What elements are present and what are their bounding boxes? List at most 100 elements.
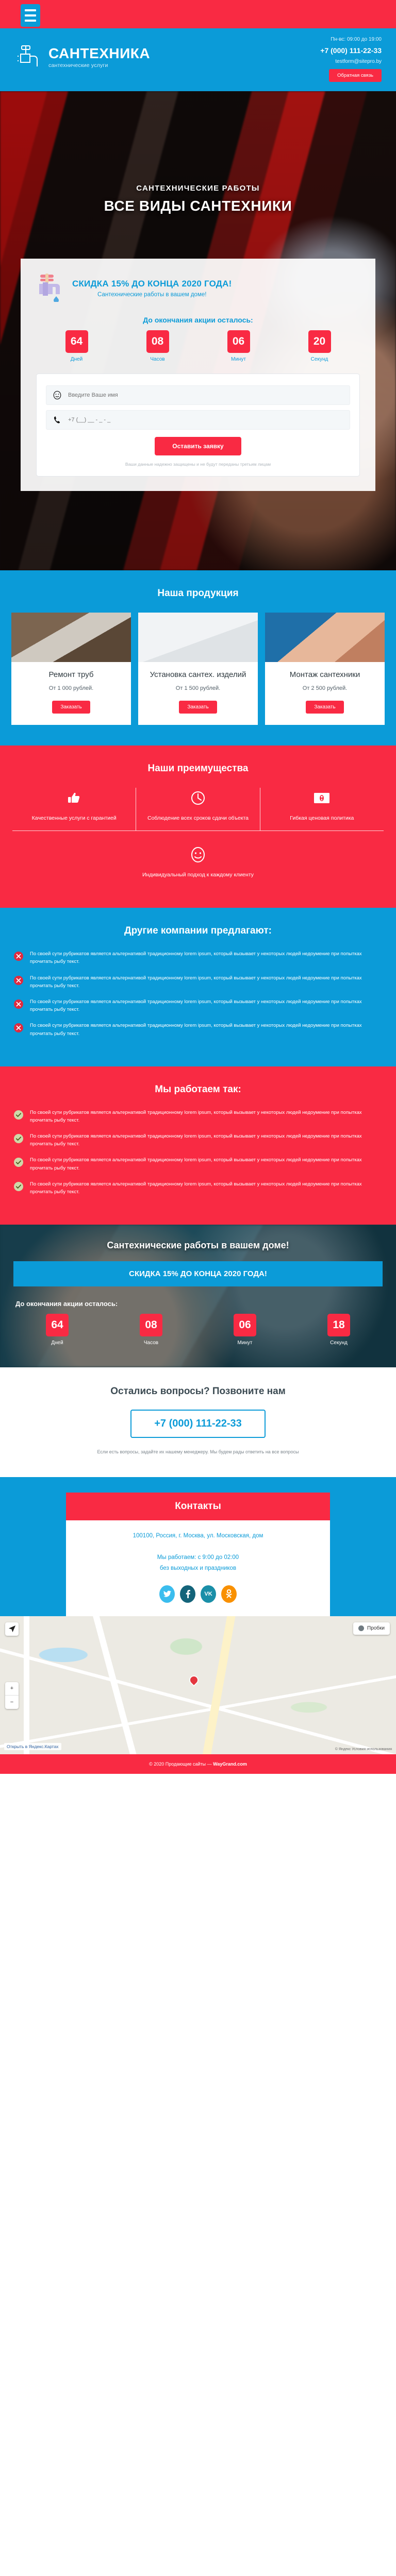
list-item: По своей сути рубрикатов является альтер… (13, 1022, 383, 1037)
check-circle-icon (13, 1110, 24, 1120)
product-name: Монтаж сантехники (289, 670, 360, 679)
twitter-icon[interactable] (159, 1585, 175, 1603)
list-item: По своей сути рубрикатов является альтер… (13, 1180, 383, 1196)
hamburger-menu-icon[interactable] (21, 4, 40, 27)
list-item-text: По своей сути рубрикатов является альтер… (30, 1023, 362, 1037)
hero-title: ВСЕ ВИДЫ САНТЕХНИКИ (104, 198, 292, 214)
contacts-card: Контакты 100100, Россия, г. Москва, ул. … (66, 1493, 330, 1616)
other-companies-section: Другие компании предлагают: По своей сут… (0, 908, 396, 1066)
map-widget[interactable]: Пробки + − Открыть в Яндекс.Картах © Янд… (0, 1616, 396, 1754)
countdown-label: Секунд (330, 1340, 348, 1346)
list-item-text: По своей сути рубрикатов является альтер… (30, 998, 362, 1013)
cta-banner-section: Сантехнические работы в вашем доме! СКИД… (0, 1225, 396, 1368)
list-item: По своей сути рубрикатов является альтер… (13, 998, 383, 1013)
countdown-value: 64 (65, 330, 88, 353)
list-item-text: По своей сути рубрикатов является альтер… (30, 951, 362, 965)
working-hours: Пн-вс: 09:00 до 19:00 (331, 37, 382, 42)
header-email[interactable]: testform@sitepro.by (335, 59, 382, 64)
countdown-cell: 20 Секунд (279, 330, 360, 362)
list-item: По своей сути рубрикатов является альтер… (13, 974, 383, 990)
footer-brand-link[interactable]: WayGrand.com (213, 1761, 247, 1767)
product-name: Ремонт труб (48, 670, 94, 679)
cross-circle-icon (13, 999, 24, 1009)
callback-button[interactable]: Обратная связь (329, 69, 382, 82)
header-phone[interactable]: +7 (000) 111-22-33 (320, 46, 382, 55)
burger-line (25, 20, 36, 22)
smiley-icon (53, 391, 62, 400)
countdown-cell: 64 Дней (36, 330, 117, 362)
phone-field-row[interactable] (46, 410, 350, 430)
order-button[interactable]: Заказать (179, 700, 217, 714)
vk-icon[interactable]: VK (201, 1585, 216, 1603)
how-we-work-section: Мы работаем так: По своей сути рубрикато… (0, 1066, 396, 1225)
promo-subtitle: Сантехнические работы в вашем доме! (97, 292, 207, 298)
brand-logo[interactable]: САНТЕХНИКА сантехнические услуги (14, 44, 150, 71)
site-footer: © 2020 Продающие сайты — WayGrand.com (0, 1754, 396, 1774)
brand-title: САНТЕХНИКА (48, 45, 151, 61)
advantage-item: Качественные услуги с гарантией (12, 788, 136, 831)
contacts-address: 100100, Россия, г. Москва, ул. Московска… (133, 1533, 263, 1539)
advantages-section: Наши преимущества Качественные услуги с … (0, 745, 396, 908)
countdown-value: 08 (140, 1314, 162, 1337)
countdown-cell: 06 Минут (198, 1314, 292, 1346)
traffic-button[interactable]: Пробки (353, 1622, 390, 1635)
product-image (11, 613, 131, 662)
product-price: От 1 500 рублей. (175, 685, 221, 691)
cta-title: Сантехнические работы в вашем доме! (107, 1240, 289, 1251)
thumbs-up-icon (18, 788, 130, 808)
map-tiles (0, 1616, 396, 1754)
countdown-label: Часов (150, 357, 165, 362)
countdown-label: Часов (143, 1340, 159, 1346)
cta-timer-label: До окончания акции осталось: (15, 1300, 118, 1308)
traffic-label: Пробки (367, 1625, 385, 1632)
site-header: САНТЕХНИКА сантехнические услуги Пн-вс: … (0, 28, 396, 91)
list-item: По своей сути рубрикатов является альтер… (13, 1132, 383, 1148)
product-card[interactable]: Установка сантех. изделий От 1 500 рубле… (138, 613, 258, 725)
traffic-dot-icon (358, 1625, 364, 1632)
contacts-hours-line2: без выходных и праздников (159, 1565, 237, 1571)
map-zoom-controls[interactable]: + − (5, 1682, 19, 1709)
phone-number-button[interactable]: +7 (000) 111-22-33 (130, 1410, 266, 1438)
odnoklassniki-icon[interactable] (221, 1585, 237, 1603)
zoom-in-button[interactable]: + (5, 1682, 19, 1696)
name-input[interactable] (68, 392, 343, 398)
advantage-text: Индивидуальный подход к каждому клиенту (142, 871, 254, 878)
footer-copyright: © 2020 Продающие сайты — (149, 1761, 212, 1767)
countdown-cell: 06 Минут (198, 330, 279, 362)
advantages-title: Наши преимущества (147, 762, 249, 774)
phone-callout-note: Если есть вопросы, задайте их нашему мен… (97, 1449, 299, 1455)
list-item: По своей сути рубрикатов является альтер… (13, 1109, 383, 1124)
advantage-text: Соблюдение всех сроков сдачи объекта (147, 815, 249, 821)
product-card[interactable]: Монтаж сантехники От 2 500 рублей. Заказ… (265, 613, 385, 725)
name-field-row[interactable] (46, 385, 350, 405)
promo-title: СКИДКА 15% ДО КОНЦА 2020 ГОДА! (72, 279, 232, 289)
facebook-icon[interactable] (180, 1585, 195, 1603)
submit-request-button[interactable]: Оставить заявку (155, 437, 241, 455)
countdown-cell: 64 Дней (10, 1314, 104, 1346)
other-companies-title: Другие компании предлагают: (124, 925, 272, 937)
phone-icon (53, 415, 62, 425)
phone-input[interactable] (68, 417, 343, 423)
how-we-work-title: Мы работаем так: (155, 1083, 241, 1095)
countdown-cell: 08 Часов (104, 1314, 198, 1346)
compass-icon[interactable] (5, 1622, 19, 1636)
money-icon (266, 788, 378, 808)
countdown-timer: 64 Дней 08 Часов 06 Минут 20 Секунд (36, 330, 360, 362)
countdown-cell: 18 Секунд (292, 1314, 386, 1346)
order-button[interactable]: Заказать (306, 700, 344, 714)
countdown-label: Минут (237, 1340, 253, 1346)
product-card[interactable]: Ремонт труб От 1 000 рублей. Заказать (11, 613, 131, 725)
social-links: VK (76, 1585, 320, 1603)
list-item: По своей сути рубрикатов является альтер… (13, 950, 383, 965)
advantage-item: Соблюдение всех сроков сдачи объекта (136, 787, 260, 831)
cta-countdown-timer: 64 Дней 08 Часов 06 Минут 18 Секунд (0, 1314, 396, 1346)
product-price: От 1 000 рублей. (48, 685, 94, 691)
privacy-note: Ваши данные надежно защищены и не будут … (125, 462, 271, 467)
list-item-text: По своей сути рубрикатов является альтер… (30, 1157, 362, 1171)
advantage-text: Качественные услуги с гарантией (31, 815, 117, 821)
order-button[interactable]: Заказать (52, 700, 90, 714)
countdown-label: Дней (51, 1340, 63, 1346)
zoom-out-button[interactable]: − (10, 1699, 14, 1705)
burger-line (25, 14, 36, 16)
open-in-yandex-maps-link[interactable]: Открыть в Яндекс.Картах (4, 1742, 61, 1750)
